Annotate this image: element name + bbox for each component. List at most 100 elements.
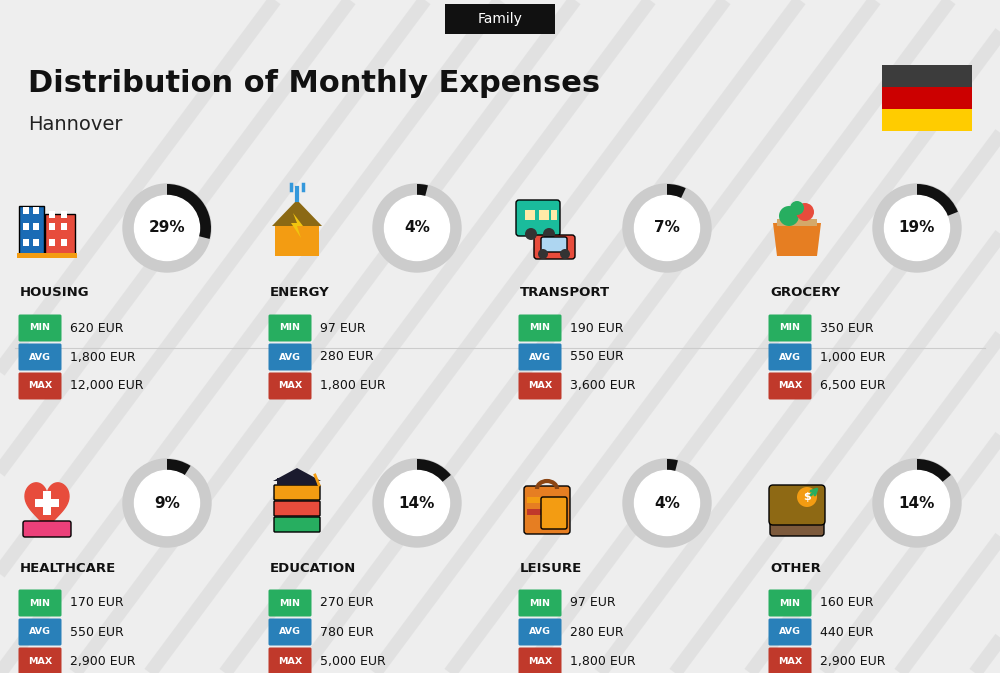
Text: 440 EUR: 440 EUR [820, 625, 874, 639]
Bar [17, 253, 77, 258]
Circle shape [623, 184, 711, 272]
Text: MAX: MAX [28, 656, 52, 666]
Text: 14%: 14% [399, 495, 435, 511]
Text: EDUCATION: EDUCATION [270, 561, 356, 575]
Circle shape [384, 470, 450, 536]
Text: 1,000 EUR: 1,000 EUR [820, 351, 886, 363]
Text: MIN: MIN [530, 324, 550, 332]
Bar [43, 491, 51, 515]
Bar [49, 239, 55, 246]
Bar [551, 210, 557, 220]
Text: 29%: 29% [149, 221, 185, 236]
Text: 4%: 4% [404, 221, 430, 236]
Bar [527, 509, 567, 515]
Text: TRANSPORT: TRANSPORT [520, 287, 610, 299]
FancyBboxPatch shape [769, 485, 825, 525]
FancyBboxPatch shape [518, 590, 562, 616]
Bar [61, 223, 67, 230]
Text: OTHER: OTHER [770, 561, 821, 575]
FancyBboxPatch shape [541, 497, 567, 529]
FancyBboxPatch shape [18, 314, 62, 341]
Bar [525, 210, 535, 220]
Text: AVG: AVG [279, 353, 301, 361]
FancyBboxPatch shape [768, 314, 812, 341]
Text: Distribution of Monthly Expenses: Distribution of Monthly Expenses [28, 69, 600, 98]
Bar [777, 219, 817, 226]
FancyBboxPatch shape [768, 647, 812, 673]
Circle shape [885, 195, 950, 260]
Wedge shape [417, 184, 428, 197]
FancyBboxPatch shape [23, 521, 71, 537]
FancyBboxPatch shape [770, 516, 824, 536]
Circle shape [790, 201, 804, 215]
Text: 280 EUR: 280 EUR [320, 351, 374, 363]
Text: HOUSING: HOUSING [20, 287, 90, 299]
FancyBboxPatch shape [268, 343, 312, 371]
FancyBboxPatch shape [518, 314, 562, 341]
Wedge shape [167, 459, 191, 476]
FancyBboxPatch shape [534, 235, 575, 259]
Bar [277, 478, 317, 485]
Wedge shape [917, 459, 951, 483]
Circle shape [635, 195, 700, 260]
Bar [539, 210, 549, 220]
Text: 14%: 14% [899, 495, 935, 511]
Text: MAX: MAX [528, 382, 552, 390]
FancyBboxPatch shape [768, 372, 812, 400]
Bar [23, 239, 29, 246]
Text: $: $ [803, 492, 811, 502]
FancyBboxPatch shape [516, 200, 560, 236]
Text: 620 EUR: 620 EUR [70, 322, 124, 334]
Wedge shape [667, 184, 686, 199]
Bar [527, 497, 567, 503]
FancyBboxPatch shape [274, 501, 320, 516]
Text: 9%: 9% [154, 495, 180, 511]
Text: MIN: MIN [530, 598, 550, 608]
FancyBboxPatch shape [768, 618, 812, 645]
Text: GROCERY: GROCERY [770, 287, 840, 299]
Text: MIN: MIN [280, 324, 301, 332]
FancyBboxPatch shape [268, 590, 312, 616]
Circle shape [779, 206, 799, 226]
Text: Family: Family [478, 12, 522, 26]
Bar [882, 109, 972, 131]
FancyBboxPatch shape [524, 486, 570, 534]
Bar [23, 207, 29, 214]
FancyBboxPatch shape [18, 372, 62, 400]
Circle shape [635, 470, 700, 536]
Bar [49, 211, 55, 218]
Text: 1,800 EUR: 1,800 EUR [320, 380, 386, 392]
Circle shape [538, 249, 548, 259]
Text: MIN: MIN [280, 598, 301, 608]
Polygon shape [773, 223, 821, 256]
Bar [33, 207, 39, 214]
FancyBboxPatch shape [768, 590, 812, 616]
Wedge shape [917, 184, 958, 216]
Text: 780 EUR: 780 EUR [320, 625, 374, 639]
Text: MAX: MAX [278, 656, 302, 666]
FancyBboxPatch shape [18, 590, 62, 616]
Text: ENERGY: ENERGY [270, 287, 330, 299]
Bar [49, 223, 55, 230]
Text: 350 EUR: 350 EUR [820, 322, 874, 334]
FancyBboxPatch shape [274, 485, 320, 500]
Text: MIN: MIN [780, 324, 800, 332]
Polygon shape [273, 468, 321, 481]
Circle shape [123, 184, 211, 272]
Bar [33, 239, 39, 246]
Text: 12,000 EUR: 12,000 EUR [70, 380, 144, 392]
Text: AVG: AVG [29, 627, 51, 637]
Circle shape [373, 459, 461, 547]
Text: 170 EUR: 170 EUR [70, 596, 124, 610]
FancyBboxPatch shape [518, 618, 562, 645]
Text: 6,500 EUR: 6,500 EUR [820, 380, 886, 392]
Bar [882, 87, 972, 109]
Circle shape [797, 487, 817, 507]
FancyBboxPatch shape [768, 343, 812, 371]
Circle shape [134, 195, 200, 260]
Circle shape [373, 184, 461, 272]
Text: MIN: MIN [780, 598, 800, 608]
Text: AVG: AVG [779, 627, 801, 637]
Circle shape [623, 459, 711, 547]
Circle shape [134, 470, 200, 536]
